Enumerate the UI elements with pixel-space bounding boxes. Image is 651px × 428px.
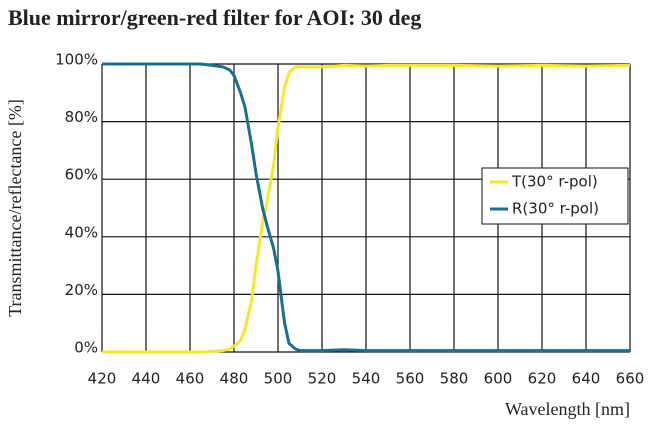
y-tick-label: 80% [65,108,98,126]
x-tick-label: 460 [176,370,205,388]
legend-label: R(30° r-pol) [512,200,599,218]
x-tick-label: 660 [616,370,645,388]
y-tick-label: 100% [55,51,98,69]
x-tick-label: 620 [528,370,557,388]
y-tick-label: 40% [65,223,98,241]
x-tick-label: 480 [220,370,249,388]
x-axis-label: Wavelength [nm] [505,399,630,419]
y-tick-label: 0% [74,339,98,357]
legend-box [481,167,629,225]
chart-title: Blue mirror/green-red filter for AOI: 30… [8,5,421,30]
x-tick-label: 640 [572,370,601,388]
series-line [102,62,630,353]
x-tick-label: 540 [352,370,381,388]
y-tick-label: 60% [65,166,98,184]
y-axis-label: Transmittance/reflectance [%] [5,99,25,317]
x-tick-label: 420 [88,370,117,388]
x-tick-label: 520 [308,370,337,388]
series-line [102,63,631,354]
x-tick-label: 440 [132,370,161,388]
legend-label: T(30° r-pol) [511,173,598,191]
x-tick-label: 600 [484,370,513,388]
x-tick-label: 500 [264,370,293,388]
x-tick-label: 580 [440,370,469,388]
x-tick-label: 560 [396,370,425,388]
y-tick-label: 20% [65,281,98,299]
